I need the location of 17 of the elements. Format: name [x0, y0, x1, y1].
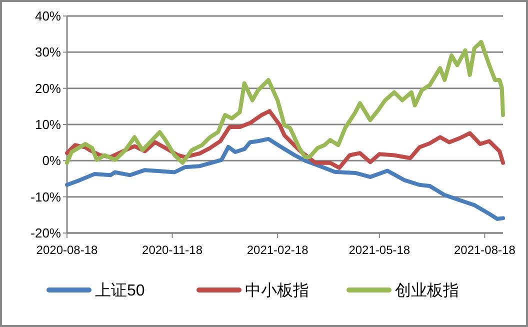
line-series — [65, 40, 505, 165]
x-tick-label: 2020-11-18 — [142, 243, 203, 257]
legend-label: 中小板指 — [245, 282, 309, 300]
x-tick-label: 2021-02-18 — [246, 243, 309, 257]
y-tick-label: 30% — [34, 44, 62, 60]
y-tick-label: -10% — [30, 189, 62, 204]
x-tick-label: 2021-08-18 — [454, 243, 516, 257]
legend-label: 创业板指 — [395, 282, 459, 300]
y-tick-label: 20% — [34, 80, 62, 96]
y-tick-label: 40% — [34, 8, 62, 24]
y-tick-label: 0% — [42, 153, 62, 168]
y-tick-label: -20% — [30, 226, 62, 241]
legend-label: 上证50 — [95, 282, 145, 300]
x-tick-label: 2021-05-18 — [348, 243, 410, 257]
x-tick-label: 2020-08-18 — [36, 243, 98, 257]
y-tick-label: 10% — [34, 117, 62, 132]
line-series — [65, 136, 505, 221]
